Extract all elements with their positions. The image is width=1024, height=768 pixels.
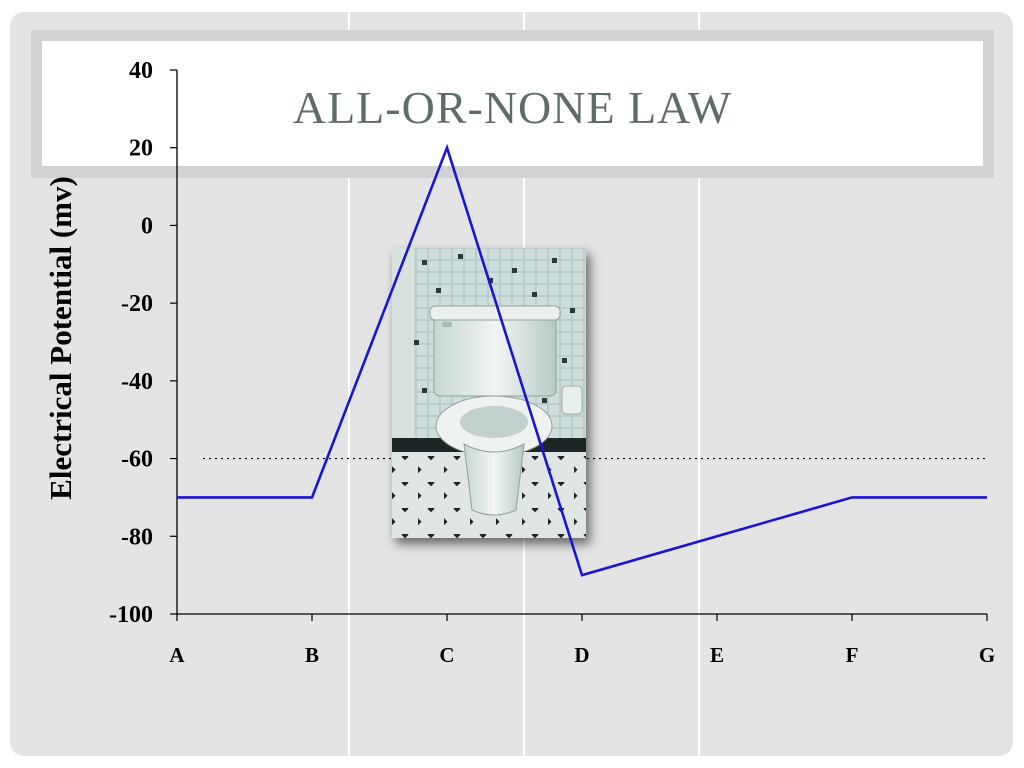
y-tick-label: 20 <box>129 136 153 162</box>
x-axis: A B C D E F G <box>169 613 995 667</box>
slide-title: ALL-OR-NONE LAW <box>292 82 733 133</box>
x-tick-label: B <box>305 643 319 667</box>
x-tick-label: D <box>574 643 589 667</box>
y-tick-label: 40 <box>129 58 153 84</box>
y-axis: 40 20 0 -20 -40 -60 -80 -100 <box>109 58 178 628</box>
toilet-image <box>392 248 586 538</box>
y-tick-label: -60 <box>121 447 153 473</box>
x-tick-label: F <box>846 643 859 667</box>
y-tick-label: -100 <box>109 602 153 628</box>
x-tick-label: G <box>979 643 995 667</box>
x-tick-label: A <box>169 643 185 667</box>
y-tick-label: -80 <box>121 524 153 550</box>
y-tick-label: -40 <box>121 369 153 395</box>
y-tick-label: 0 <box>141 213 153 239</box>
y-tick-label: -20 <box>121 291 153 317</box>
x-tick-label: C <box>439 643 454 667</box>
y-axis-label: Electrical Potential (mv) <box>43 176 78 500</box>
toilet-photo <box>392 248 586 538</box>
x-tick-label: E <box>710 643 724 667</box>
